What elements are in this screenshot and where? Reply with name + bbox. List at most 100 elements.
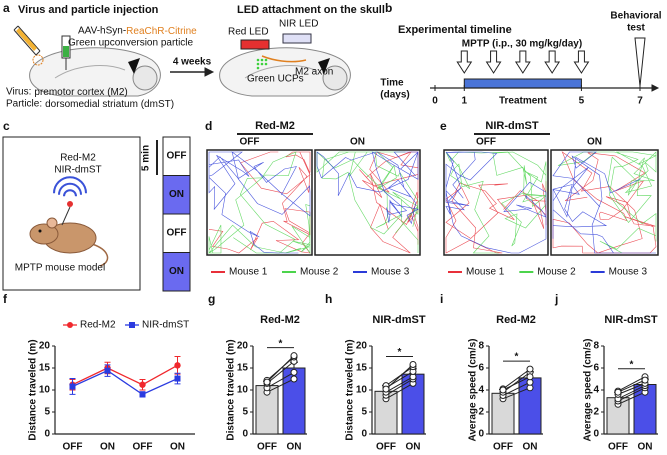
subject-line (502, 376, 531, 391)
y-tick-label: 8 (478, 341, 484, 352)
subject-point (290, 368, 298, 376)
signal-arc (63, 189, 77, 197)
subject-line (617, 385, 646, 400)
legend-label: Mouse 1 (229, 267, 268, 278)
nir-led-label: NIR LED (279, 19, 318, 30)
ventricle (128, 58, 140, 74)
arena-box (314, 149, 421, 256)
subject-line (385, 378, 414, 396)
syringe-2-fill (63, 46, 69, 57)
virus-site: premotor cortex (M2) (34, 87, 127, 98)
injection-arrow (456, 50, 473, 74)
y-axis-title: Distance traveled (m) (226, 339, 237, 440)
mouse-tail (91, 243, 109, 267)
session-block (162, 252, 191, 292)
injection-arrow (514, 50, 531, 74)
data-point (139, 391, 146, 398)
session-label: ON (169, 189, 184, 200)
subject-point (263, 378, 271, 386)
y-tick-label: 0 (242, 429, 248, 440)
particle-key: Particle: dorsomedial striatum (dmST) (6, 99, 174, 110)
signal-arc (53, 176, 87, 194)
session-label: OFF (167, 151, 187, 162)
panel-letter: e (440, 119, 447, 133)
construct-gene: ReaChR-Citrine (126, 26, 197, 37)
mouse-head (29, 223, 59, 245)
x-tick-label: OFF (257, 442, 277, 453)
y-tick-label: 8 (593, 341, 599, 352)
y-tick-label: 4 (593, 385, 599, 396)
subject-line (385, 382, 414, 400)
interval-label: 4 weeks (173, 57, 212, 68)
y-axis-title: Distance traveled (m) (345, 339, 356, 440)
legend-label: Mouse 3 (609, 267, 648, 278)
injection-arrow (485, 50, 502, 74)
y-tick-label: 2 (478, 407, 484, 418)
panel-title: Red-M2 (255, 120, 295, 132)
y-tick-label: 0 (593, 429, 599, 440)
y-tick-label: 20 (39, 341, 51, 352)
session-block (162, 175, 191, 215)
axis-title: (days) (380, 90, 409, 101)
x-tick-label: OFF (376, 442, 396, 453)
ucps-label: Green UCPs (247, 74, 304, 85)
subject-line (385, 376, 414, 393)
y-tick-label: 20 (356, 341, 368, 352)
arrow-head (204, 67, 215, 77)
subject-point (526, 365, 534, 373)
subject-line (502, 387, 531, 400)
chart-title: NIR-dmST (372, 314, 425, 326)
legend-label: NIR-dmST (142, 320, 189, 331)
subject-line (502, 371, 531, 393)
y-tick-label: 2 (593, 407, 599, 418)
x-tick-label: ON (523, 442, 538, 453)
construct-text: AAV-hSyn-ReaChR-Citrine (78, 26, 197, 37)
brain-sketch (219, 47, 351, 97)
trajectory (316, 151, 419, 253)
drug-label: MPTP (i.p., 30 mg/kg/day) (462, 39, 582, 50)
y-tick-label: 15 (356, 363, 368, 374)
panel-letter: d (205, 119, 212, 133)
mouse-eye (38, 229, 42, 233)
condition-label: ON (350, 137, 365, 148)
series-line (72, 369, 178, 396)
axon-label: M2 axon (295, 67, 333, 78)
ucp-dot (256, 62, 260, 66)
model-label: MPTP mouse model (15, 263, 105, 274)
trajectory (445, 151, 547, 254)
test-label: test (627, 23, 645, 34)
panel-title: Virus and particle injection (18, 4, 159, 16)
subject-line (385, 364, 414, 390)
y-axis-title: Distance traveled (m) (28, 339, 39, 440)
injection-arrow (573, 50, 590, 74)
subject-point (290, 352, 298, 360)
subject-point (614, 388, 622, 396)
arena-box (550, 149, 659, 256)
x-tick-label: ON (170, 442, 185, 453)
legend-label: Mouse 1 (466, 267, 505, 278)
legend-label: Mouse 2 (537, 267, 576, 278)
chart-title: Red-M2 (496, 314, 536, 326)
panel-letter: a (3, 1, 10, 15)
subject-point (526, 373, 534, 381)
trajectory (552, 151, 656, 254)
subject-line (266, 378, 295, 393)
panel-title: Experimental timeline (398, 24, 512, 36)
treatment-bar (463, 78, 582, 89)
treatment-label: Treatment (499, 96, 547, 107)
legend-label: Mouse 2 (300, 267, 339, 278)
red-led (240, 39, 270, 50)
legend-marker (67, 322, 73, 328)
data-point (174, 375, 181, 382)
signal-arc (58, 182, 82, 195)
x-tick-label: OFF (63, 442, 83, 453)
panel-box (2, 136, 141, 291)
trajectory (445, 151, 547, 254)
legend-label: Red-M2 (80, 320, 116, 331)
trajectory (207, 151, 311, 254)
arena-box (206, 149, 313, 256)
y-tick-label: 15 (39, 363, 51, 374)
condition-label: OFF (240, 137, 260, 148)
axon (261, 55, 307, 63)
y-tick-label: 5 (361, 407, 367, 418)
